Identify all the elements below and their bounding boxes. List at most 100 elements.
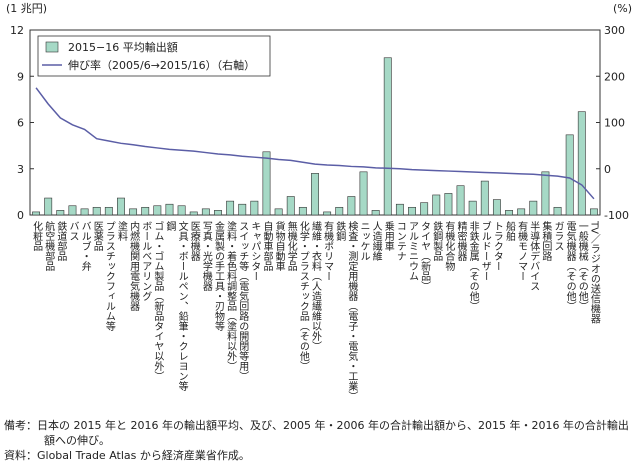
bar — [129, 208, 138, 216]
bar — [347, 196, 356, 216]
bar — [456, 185, 465, 216]
bar — [201, 208, 210, 216]
legend-box — [37, 35, 271, 77]
bar — [371, 210, 380, 216]
x-tick-label: 写真・光学機器 — [200, 221, 212, 292]
x-tick-label: ボールベアリング — [140, 221, 152, 301]
growth-line — [35, 87, 595, 200]
x-tick-label: 塗料・着色料調整品（塗料以外） — [225, 220, 237, 371]
y-tick-label: 0 — [17, 209, 24, 222]
bar — [238, 203, 247, 216]
x-tick-label: アルミニウム — [407, 221, 419, 281]
bar — [383, 57, 392, 216]
x-tick-label: 鋼 — [164, 220, 176, 232]
x-tick-label: 自動車部品 — [261, 220, 273, 272]
bar — [408, 206, 416, 216]
x-tick-label: バルブ・弁 — [79, 221, 91, 272]
y2-tick-label: 300 — [604, 24, 625, 37]
y2-axis-label: (%) — [613, 2, 632, 15]
bar — [529, 200, 538, 216]
bar — [432, 194, 441, 216]
x-tick-label: スイッチ等（電気回路の開閉等用） — [237, 221, 249, 381]
bar — [492, 199, 501, 216]
x-tick-label: ニッケル — [358, 221, 370, 261]
x-tick-label: 医療機器 — [188, 221, 200, 262]
x-tick-label: コンテナ — [394, 221, 405, 261]
bar — [214, 210, 222, 216]
x-tick-label: 精密機器 — [455, 220, 467, 262]
x-tick-label: タイヤ（新品） — [419, 221, 431, 291]
bar — [298, 206, 307, 216]
bar — [32, 211, 41, 216]
note: 備考：日本の 2015 年と 2016 年の輸出額平均、及び、2005 年・20… — [4, 419, 629, 447]
x-tick-label: 船舶 — [504, 220, 516, 242]
bar — [56, 210, 65, 216]
x-tick-label: プラスチックフィルム等 — [103, 221, 115, 331]
bar — [274, 208, 283, 216]
x-tick-label: 検査・測定用機器（電子・電気・工業） — [346, 220, 358, 401]
x-tick-label: 有機化合物 — [443, 220, 455, 272]
x-tick-label: 航空機部品 — [43, 220, 55, 272]
y-tick-label: 12 — [10, 24, 24, 37]
x-tick-label: ブルドーザー — [479, 220, 491, 281]
bar — [92, 206, 101, 216]
x-tick-label: ガラス — [552, 221, 563, 251]
bar — [68, 205, 77, 216]
bar — [420, 202, 429, 216]
y-tick-label: 3 — [17, 163, 24, 176]
y2-tick-label: 200 — [604, 70, 625, 83]
bar — [165, 203, 174, 216]
x-tick-label: 内燃機関用電気機器 — [128, 220, 140, 312]
x-tick-label: 化学・プラスチック品（その他） — [297, 220, 309, 371]
y-axis-label: (1 兆円) — [6, 2, 47, 15]
x-tick-label: 貨物自動車 — [273, 220, 285, 272]
bar — [565, 134, 574, 216]
x-tick-label: 鉄鋼 — [334, 220, 346, 242]
x-tick-label: 塗料 — [115, 220, 127, 242]
chart: (1 兆円) (%) 0 3 6 9 12 -100 0 100 200 300 化粧品 航空機部品 鉄… — [6, 2, 632, 401]
x-tick-label: ゴム・ゴム製品（新品タイヤ以外） — [152, 220, 164, 381]
y2-tick-label: 100 — [604, 117, 625, 130]
bar — [226, 200, 235, 216]
bar — [189, 211, 198, 216]
bar — [286, 196, 295, 216]
bar — [177, 205, 186, 216]
bar — [553, 206, 562, 216]
x-tick-label: 鉄鋼製品 — [431, 220, 443, 262]
x-tick-label: 無機化学品 — [285, 220, 297, 272]
x-tick-label: 有機ポリマー — [322, 220, 334, 281]
bar — [480, 180, 489, 216]
bar — [589, 208, 598, 216]
x-tick-label: バス — [67, 221, 79, 241]
x-tick-label: 半導体デバイス — [528, 220, 540, 291]
source: 資料：Global Trade Atlas から経済産業省作成。 — [4, 449, 250, 462]
y2-tick-label: 0 — [604, 163, 611, 176]
bar — [577, 111, 586, 216]
bar — [104, 206, 113, 216]
y-tick-label: 9 — [17, 70, 24, 83]
bar — [323, 211, 332, 216]
x-tick-label: 乗用車 — [382, 221, 394, 252]
x-tick-label: 非鉄金属（その他） — [467, 221, 479, 311]
x-tick-label: 医薬品 — [91, 221, 103, 252]
x-tick-label: TV／ラジオの送信機器 — [588, 220, 600, 325]
bar — [517, 208, 526, 216]
bar — [250, 200, 259, 216]
bar — [141, 206, 150, 216]
x-tick-label: キャパシター — [249, 221, 261, 281]
x-tick-label: 化粧品 — [31, 220, 43, 252]
y2-tick-label: -100 — [604, 209, 629, 222]
bar — [444, 193, 453, 216]
y-tick-label: 6 — [17, 117, 24, 130]
bar — [153, 205, 162, 216]
bar — [395, 203, 404, 216]
bar — [117, 197, 125, 216]
x-tick-label: 一般機械（その他） — [576, 221, 588, 311]
bar — [44, 197, 53, 216]
x-tick-label: 文具・ボールペン、鉛筆・クレヨン等 — [176, 220, 188, 391]
legend-swatch — [45, 41, 59, 53]
x-tick-label: トラクター — [491, 221, 503, 271]
bar — [541, 171, 550, 216]
bar — [262, 151, 271, 216]
